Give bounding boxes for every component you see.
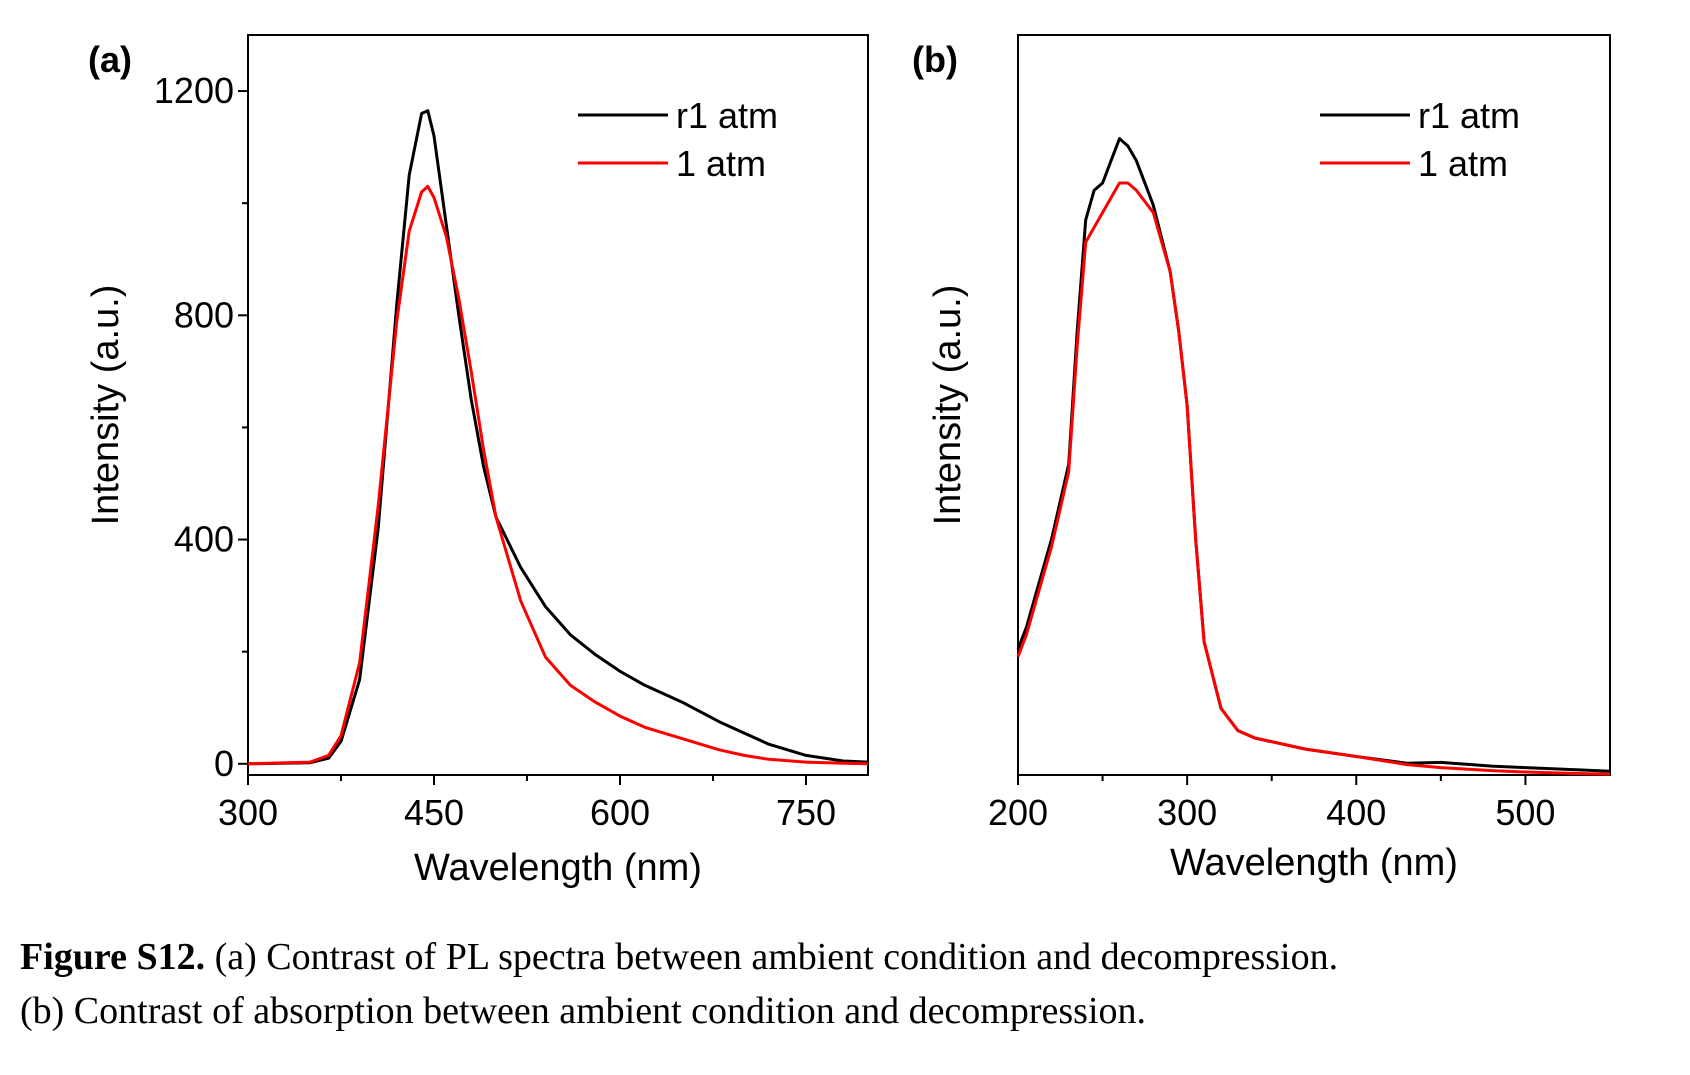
series-line-r1-atm <box>247 109 869 766</box>
legend-label: r1 atm <box>1418 95 1520 136</box>
x-axis-title: Wavelength (nm) <box>1170 842 1458 884</box>
y-axis-title: Intensity (a.u.) <box>927 285 969 526</box>
caption-text-1: (a) Contrast of PL spectra between ambie… <box>205 936 1339 978</box>
x-tick-label: 750 <box>776 792 836 833</box>
series-line-1-atm <box>247 184 869 766</box>
y-tick-label: 0 <box>214 743 234 784</box>
panel-label: (a) <box>88 39 132 80</box>
figure-caption: Figure S12. (a) Contrast of PL spectra b… <box>20 930 1680 1038</box>
plot-frame <box>247 34 869 776</box>
y-tick-label: 1200 <box>154 70 234 111</box>
caption-line-1: Figure S12. (a) Contrast of PL spectra b… <box>20 930 1680 984</box>
caption-label: Figure S12. <box>20 936 206 978</box>
figure-canvas: 300 450 600 750 0 400 800 1200 Wavelength (nm) In… <box>85 34 1611 889</box>
x-tick-label: 450 <box>404 792 464 833</box>
x-axis-title: Wavelength (nm) <box>414 847 702 889</box>
series-line-1-atm <box>1016 181 1611 776</box>
series-line-r1-atm <box>1016 137 1611 773</box>
x-tick-label: 400 <box>1326 792 1386 833</box>
y-tick-label: 800 <box>174 294 234 335</box>
chart-panel-b: 200 300 400 500 Wavelength (nm) Intensity (a.… <box>912 34 1611 884</box>
x-tick-label: 500 <box>1495 792 1555 833</box>
y-axis-title: Intensity (a.u.) <box>85 285 127 526</box>
chart-panel-a: 300 450 600 750 0 400 800 1200 Wavelength (nm) In… <box>85 34 869 889</box>
panel-label: (b) <box>912 39 958 80</box>
plot-frame <box>1017 34 1611 776</box>
legend-label: 1 atm <box>1418 143 1508 184</box>
y-tick-label: 400 <box>174 519 234 560</box>
x-tick-label: 600 <box>590 792 650 833</box>
x-tick-label: 300 <box>218 792 278 833</box>
legend-label: r1 atm <box>676 95 778 136</box>
legend-label: 1 atm <box>676 143 766 184</box>
x-tick-label: 300 <box>1157 792 1217 833</box>
x-tick-label: 200 <box>988 792 1048 833</box>
caption-line-2: (b) Contrast of absorption between ambie… <box>20 990 1147 1032</box>
